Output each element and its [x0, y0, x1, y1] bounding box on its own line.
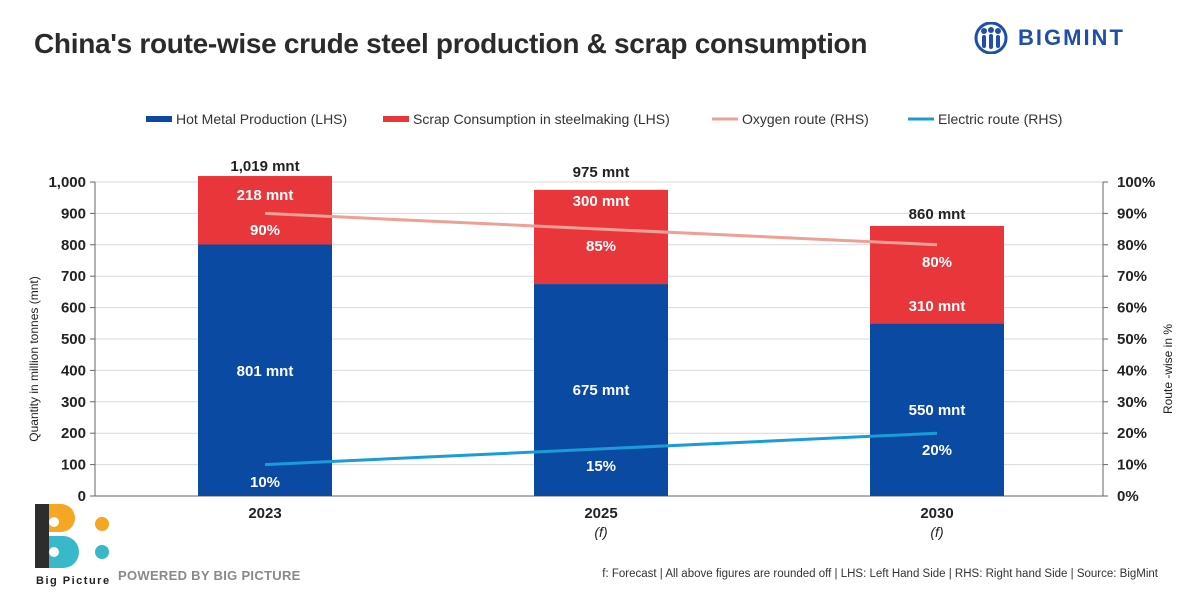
big-picture-logo-text: Big Picture — [36, 575, 111, 587]
y-right-axis-label: Route -wise in % — [1161, 324, 1175, 414]
chart-svg: 0 100 200 300 400 500 600 700 800 900 1,000 0% 10% 20… — [27, 111, 1175, 540]
y-right-tick-label: 60% — [1117, 300, 1147, 317]
x-tick-label: 2023 — [248, 505, 281, 522]
y-right-tick-label: 100% — [1117, 174, 1155, 191]
electric-route-line — [264, 431, 938, 467]
y-left-tick-label: 200 — [61, 425, 86, 442]
electric-route-data-label: 10% — [250, 474, 280, 491]
bar-hot-metal — [198, 244, 332, 496]
y-right-tick-label: 10% — [1117, 457, 1147, 474]
y-right-tick-label: 70% — [1117, 268, 1147, 285]
y-left-tick-label: 800 — [61, 237, 86, 254]
oxygen-route-data-label: 85% — [586, 238, 616, 255]
y-left-tick-label: 300 — [61, 394, 86, 411]
y-left-tick-label: 500 — [61, 331, 86, 348]
legend-entry: Oxygen route (RHS) — [742, 111, 869, 127]
total-data-label: 1,019 mnt — [230, 158, 299, 175]
bar-hot-metal — [870, 323, 1004, 496]
legend-swatch — [383, 116, 409, 122]
hot-metal-data-label: 550 mnt — [909, 402, 966, 419]
y-left-tick-label: 100 — [61, 457, 86, 474]
legend-entry: Scrap Consumption in steelmaking (LHS) — [413, 111, 670, 127]
y-left-tick-label: 0 — [78, 488, 86, 505]
x-tick-label: 2030 — [920, 505, 953, 522]
y-left-tick-label: 700 — [61, 268, 86, 285]
brand-name: BIGMINT — [1018, 25, 1125, 50]
bar-scrap — [534, 189, 668, 285]
y-right-tick-label: 50% — [1117, 331, 1147, 348]
legend-entry: Hot Metal Production (LHS) — [176, 111, 347, 127]
scrap-data-label: 310 mnt — [909, 298, 966, 315]
oxygen-route-line — [264, 211, 938, 247]
total-data-label: 975 mnt — [573, 164, 630, 181]
legend-swatch — [146, 116, 172, 122]
oxygen-route-data-label: 80% — [922, 254, 952, 271]
y-right-tick-label: 30% — [1117, 394, 1147, 411]
bar-scrap — [198, 176, 332, 245]
footnote: f: Forecast | All above figures are roun… — [602, 568, 1158, 580]
powered-by: POWERED BY BIG PICTURE — [118, 568, 301, 583]
y-right-tick-label: 0% — [1117, 488, 1139, 505]
y-left-tick-label: 600 — [61, 300, 86, 317]
x-tick-label: 2025 — [584, 505, 617, 522]
bar-hot-metal — [534, 284, 668, 496]
y-right-tick-label: 90% — [1117, 205, 1147, 222]
big-picture-logo-icon — [35, 504, 109, 568]
y-left-tick-label: 900 — [61, 205, 86, 222]
oxygen-route-data-label: 90% — [250, 222, 280, 239]
electric-route-data-label: 15% — [586, 458, 616, 475]
x-tick-note: (f) — [930, 524, 943, 540]
y-right-tick-label: 20% — [1117, 425, 1147, 442]
legend-entry: Electric route (RHS) — [938, 111, 1062, 127]
total-data-label: 860 mnt — [909, 206, 966, 223]
y-right-tick-label: 80% — [1117, 237, 1147, 254]
electric-route-data-label: 20% — [922, 442, 952, 459]
x-tick-note: (f) — [594, 524, 607, 540]
hot-metal-data-label: 675 mnt — [573, 382, 630, 399]
y-right-tick-label: 40% — [1117, 362, 1147, 379]
bigmint-people-icon — [974, 22, 1008, 54]
bigmint-logo: BIGMINT — [972, 22, 1125, 54]
y-left-tick-label: 400 — [61, 362, 86, 379]
y-left-tick-label: 1,000 — [48, 174, 86, 191]
y-left-axis-label: Quantity in million tonnes (mnt) — [27, 276, 41, 441]
scrap-data-label: 300 mnt — [573, 193, 630, 210]
hot-metal-data-label: 801 mnt — [237, 363, 294, 380]
chart-title: China's route-wise crude steel productio… — [34, 28, 868, 59]
scrap-data-label: 218 mnt — [237, 187, 294, 204]
